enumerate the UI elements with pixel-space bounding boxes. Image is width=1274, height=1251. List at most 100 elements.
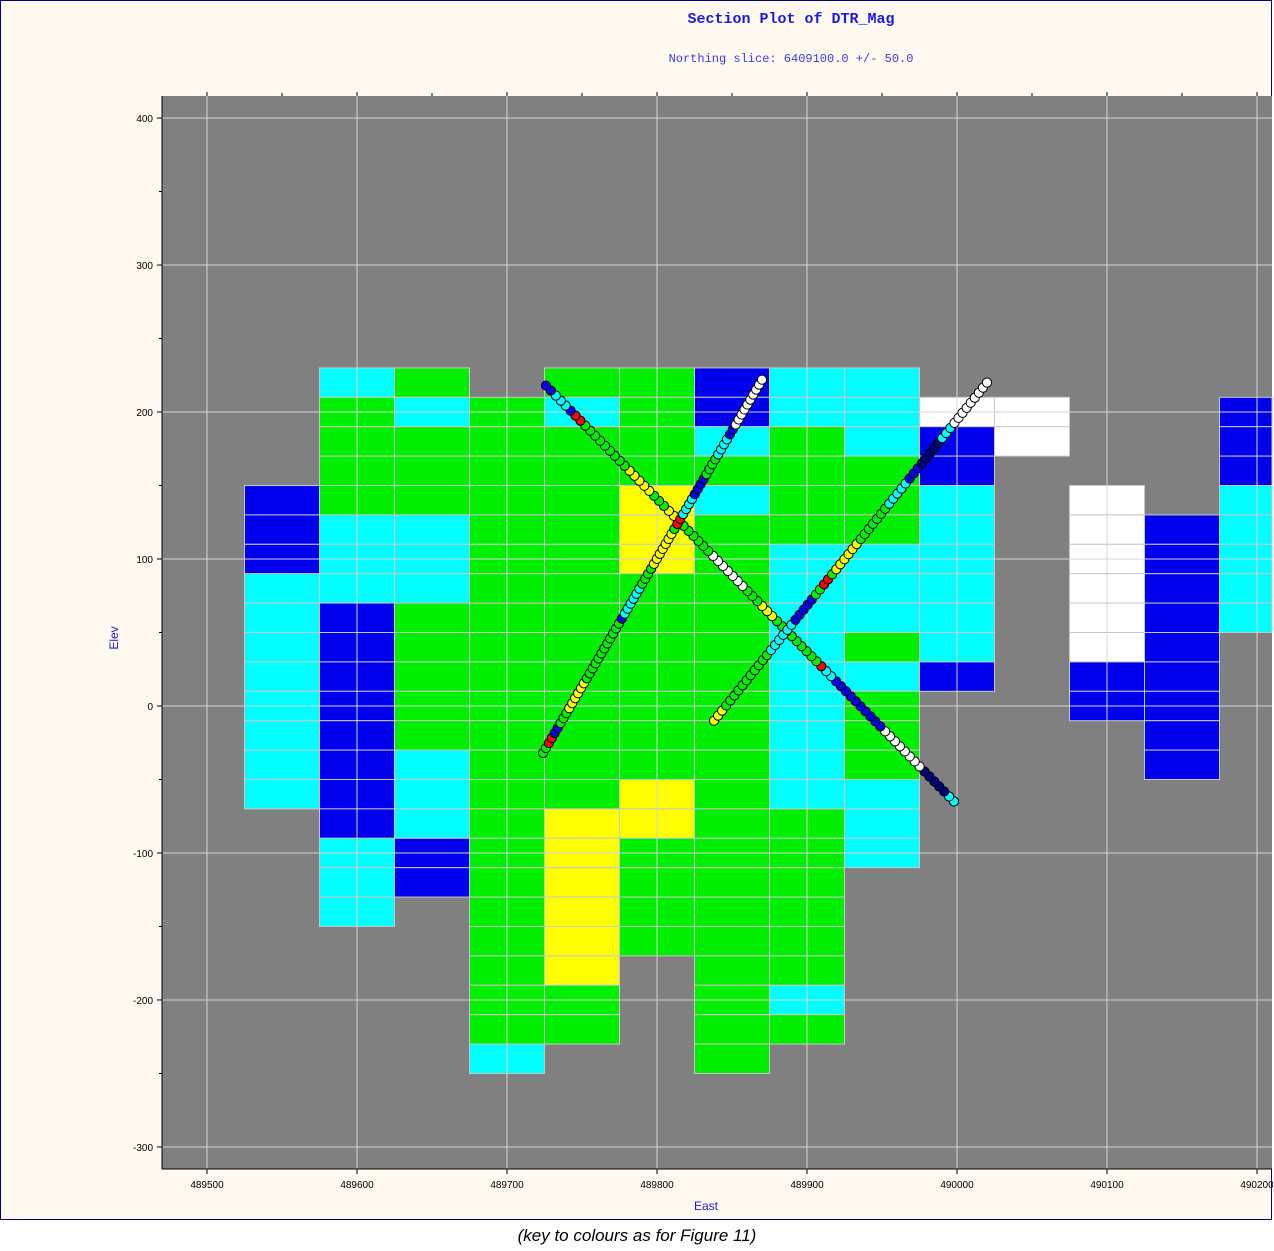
x-tick-label: 490200 xyxy=(1240,1180,1273,1191)
block-cell xyxy=(844,602,920,633)
block-cell xyxy=(244,514,320,545)
block-cell xyxy=(544,955,620,986)
y-tick-label: -200 xyxy=(133,996,153,1007)
block-cell xyxy=(244,778,320,810)
block-cell xyxy=(694,632,770,663)
block-cell xyxy=(544,1014,620,1045)
block-cell xyxy=(394,455,470,487)
y-tick-label: -300 xyxy=(133,1143,153,1154)
x-tick-label: 489700 xyxy=(490,1180,524,1191)
block-cell xyxy=(244,602,320,633)
block-cell xyxy=(1144,573,1220,604)
sample-point xyxy=(756,374,768,385)
x-tick-label: 490100 xyxy=(1090,1180,1124,1191)
block-cell xyxy=(394,573,470,604)
sample-point xyxy=(540,380,552,391)
block-cell xyxy=(694,808,770,839)
block-cell xyxy=(1219,426,1273,457)
block-cell xyxy=(844,808,920,839)
block-cell xyxy=(1219,602,1273,633)
x-tick-label: 489800 xyxy=(640,1180,674,1191)
block-cell xyxy=(994,426,1070,457)
block-cell xyxy=(394,632,470,663)
figure-caption: (key to colours as for Figure 11) xyxy=(517,1226,757,1245)
block-cell xyxy=(544,896,620,927)
block-cell xyxy=(1144,632,1220,663)
block-cell xyxy=(244,720,320,751)
block-cell xyxy=(394,720,470,751)
block-cell xyxy=(1219,573,1273,604)
block-cell xyxy=(544,602,620,633)
block-cell xyxy=(844,426,920,457)
chart-subtitle: Northing slice: 6409100.0 +/- 50.0 xyxy=(668,52,914,66)
block-cell xyxy=(394,485,470,516)
block-cell xyxy=(394,778,470,810)
block-cell xyxy=(694,1014,770,1045)
block-cell xyxy=(544,514,620,545)
block-cell xyxy=(694,925,770,957)
block-cell xyxy=(844,632,920,663)
x-tick-label: 490000 xyxy=(940,1180,974,1191)
block-cell xyxy=(844,573,920,604)
y-tick-label: 300 xyxy=(136,261,153,272)
block-cell xyxy=(844,778,920,810)
chart-title: Section Plot of DTR_Mag xyxy=(687,11,895,28)
block-cell xyxy=(1144,749,1220,780)
block-cell xyxy=(694,720,770,751)
block-cell xyxy=(1144,720,1220,751)
block-cell xyxy=(244,749,320,780)
block-cell xyxy=(844,367,920,398)
block-cell xyxy=(694,485,770,516)
block-cell xyxy=(1144,602,1220,633)
block-cell xyxy=(694,896,770,927)
x-tick-label: 489900 xyxy=(790,1180,824,1191)
block-cell xyxy=(394,661,470,692)
block-cell xyxy=(1219,514,1273,545)
x-axis-label: East xyxy=(694,1199,719,1213)
block-cell xyxy=(694,778,770,810)
block-cell xyxy=(694,514,770,545)
block-cell xyxy=(394,514,470,545)
drillholes-layer xyxy=(537,374,993,807)
block-cell xyxy=(694,749,770,780)
x-tick-label: 489500 xyxy=(190,1180,224,1191)
block-cell xyxy=(394,602,470,633)
block-cell xyxy=(694,602,770,633)
block-cell xyxy=(844,661,920,692)
axes-layer: 489500 489600 489700 489800 489900 490000 4901… xyxy=(133,92,1273,1191)
grid-layer xyxy=(162,96,1272,1169)
sample-point xyxy=(981,377,993,388)
block-cell xyxy=(394,749,470,780)
block-cell xyxy=(694,867,770,898)
chart-frame: Section Plot of DTR_Mag Northing slice: … xyxy=(0,0,1273,1220)
block-cell xyxy=(544,573,620,604)
block-cell xyxy=(694,955,770,986)
block-cell xyxy=(544,749,620,780)
y-tick-label: 400 xyxy=(136,114,153,125)
block-cell xyxy=(1219,455,1273,487)
block-cell xyxy=(244,573,320,604)
block-cell xyxy=(544,808,620,839)
y-tick-label: 0 xyxy=(147,702,153,713)
block-cell xyxy=(1144,661,1220,692)
block-cell xyxy=(244,632,320,663)
block-cell xyxy=(544,455,620,487)
block-cell xyxy=(544,485,620,516)
block-cell xyxy=(544,778,620,810)
y-tick-label: 100 xyxy=(136,555,153,566)
section-plot: 489500 489600 489700 489800 489900 490000 4901… xyxy=(107,92,1273,1213)
block-cell xyxy=(1219,485,1273,516)
block-cell xyxy=(394,808,470,839)
block-cell xyxy=(244,485,320,516)
block-cell xyxy=(244,661,320,692)
block-cell xyxy=(394,426,470,457)
block-cell xyxy=(544,925,620,957)
block-cell xyxy=(694,1043,770,1074)
block-cell xyxy=(394,867,470,898)
block-cell xyxy=(394,367,470,398)
y-tick-label: -100 xyxy=(133,849,153,860)
x-tick-label: 489600 xyxy=(340,1180,374,1191)
y-tick-label: 200 xyxy=(136,408,153,419)
block-cell xyxy=(544,867,620,898)
y-axis-label: Elev xyxy=(107,626,121,649)
